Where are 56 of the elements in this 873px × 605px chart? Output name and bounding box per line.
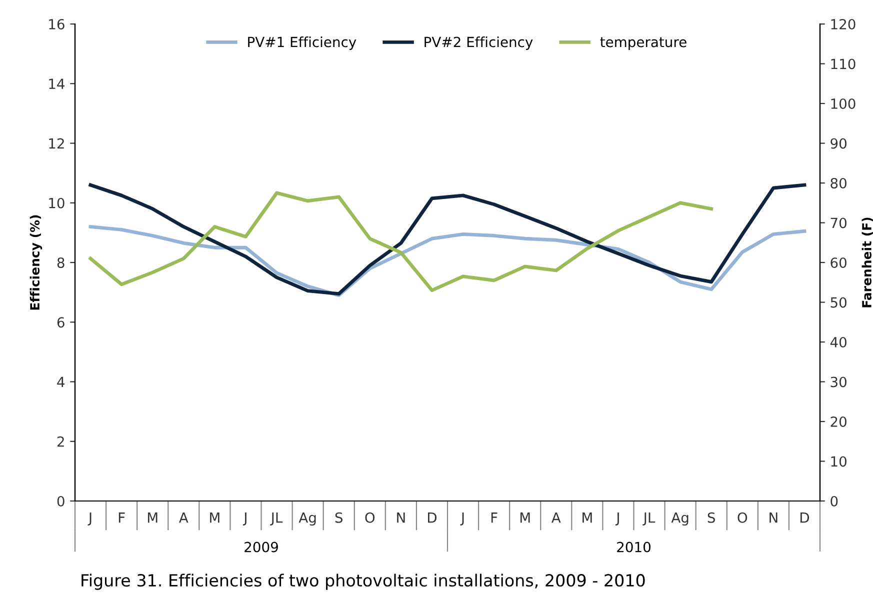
y-tick-label: 14 bbox=[49, 78, 64, 89]
x-tick-label: J bbox=[88, 512, 92, 526]
y2-tick-label: 20 bbox=[830, 416, 846, 427]
x-tick-label: J bbox=[242, 512, 246, 526]
caption: Figure 31. Efficiencies of two photovoltaic installations, 2009 - 2010 bbox=[82, 574, 645, 590]
y2-tick-label: 90 bbox=[830, 138, 846, 149]
y2-tick-label: 110 bbox=[831, 58, 856, 70]
text: 2010 bbox=[617, 542, 650, 552]
line-series bbox=[88, 183, 806, 296]
y-tick-label: 0 bbox=[57, 496, 64, 506]
x-tick-label: Ag bbox=[671, 512, 688, 526]
x-tick-label: JL bbox=[642, 512, 656, 526]
x-tick-label: O bbox=[365, 512, 375, 523]
x-tick-label: M bbox=[210, 512, 220, 523]
y2-tick-label: 40 bbox=[830, 336, 846, 348]
x-tick-label: D bbox=[800, 512, 810, 523]
line-series bbox=[88, 191, 714, 292]
x-tick-label: O bbox=[738, 512, 748, 523]
legend-label: temperature bbox=[600, 37, 686, 50]
y2-tick-label: 120 bbox=[831, 18, 856, 30]
x-tick-label: N bbox=[397, 512, 405, 523]
y2-tick-label: 50 bbox=[830, 297, 846, 308]
y-tick-label: 2 bbox=[57, 436, 64, 447]
y2-tick-label: 60 bbox=[830, 257, 846, 268]
x-tick-label: J bbox=[615, 512, 619, 526]
y2-axis-title: Farenheit (F) bbox=[862, 218, 873, 308]
y-tick-label: 16 bbox=[49, 18, 64, 30]
y2-tick-label: 70 bbox=[830, 218, 846, 228]
text: 2009 bbox=[244, 542, 278, 552]
x-tick-label: M bbox=[520, 512, 530, 523]
x-tick-label: F bbox=[491, 512, 498, 523]
y2-tick-label: 30 bbox=[830, 376, 846, 388]
y2-tick-label: 10 bbox=[831, 456, 846, 467]
x-tick-label: A bbox=[552, 512, 561, 523]
x-tick-label: M bbox=[582, 512, 592, 523]
y-tick-label: 4 bbox=[57, 376, 64, 388]
legend-label: PV#2 Efficiency bbox=[424, 36, 533, 50]
x-tick-label: M bbox=[148, 512, 158, 523]
x-tick-label: J bbox=[460, 512, 464, 526]
y2-tick-label: 100 bbox=[831, 98, 856, 109]
x-tick-label: JL bbox=[270, 512, 283, 526]
x-tick-label: D bbox=[428, 512, 437, 523]
y-tick-label: 6 bbox=[57, 317, 64, 328]
x-tick-label: Ag bbox=[298, 512, 316, 526]
y2-tick-label: 0 bbox=[830, 496, 838, 506]
x-tick-label: S bbox=[335, 512, 342, 523]
y-tick-label: 8 bbox=[57, 257, 64, 268]
x-tick-label: A bbox=[179, 512, 188, 523]
x-tick-label: N bbox=[770, 512, 778, 523]
y-tick-label: 12 bbox=[49, 138, 64, 149]
x-tick-label: F bbox=[118, 512, 125, 523]
y-axis-title: Efficiency (%) bbox=[30, 215, 42, 310]
y-tick-label: 10 bbox=[49, 198, 64, 208]
y2-tick-label: 80 bbox=[830, 178, 846, 188]
legend-label: PV#1 Efficiency bbox=[248, 36, 356, 50]
x-tick-label: S bbox=[708, 512, 715, 523]
